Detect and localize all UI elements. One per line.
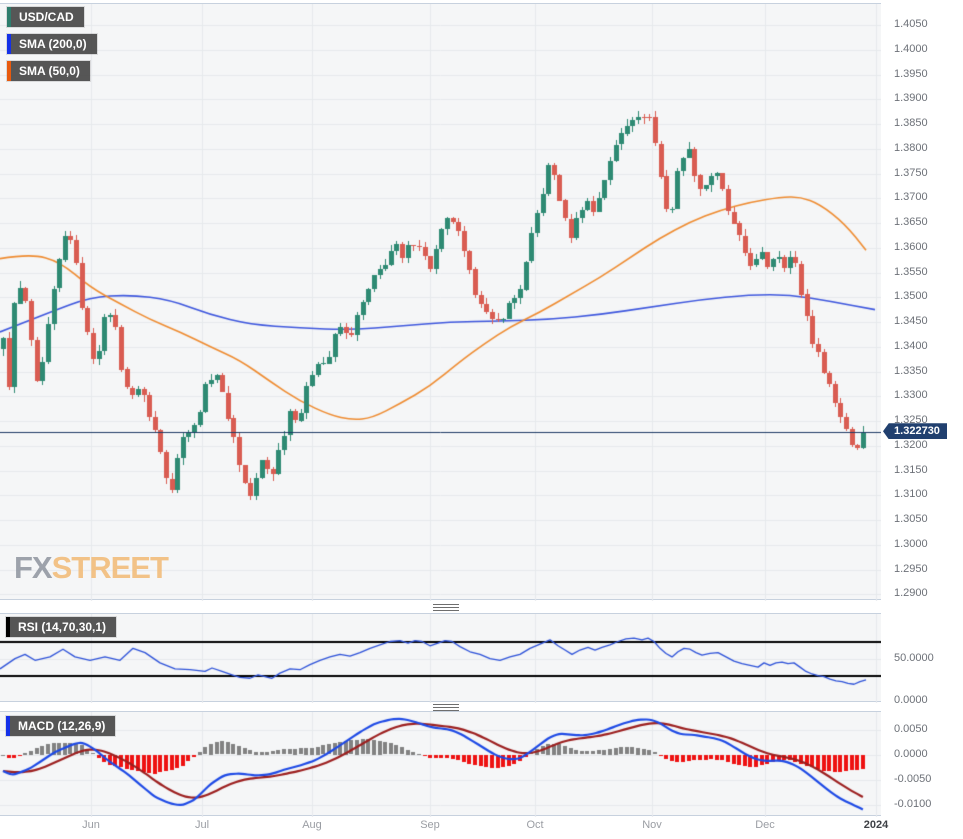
fxstreet-watermark: FXSTREET — [14, 550, 169, 585]
legend-sma50[interactable]: SMA (50,0) — [7, 61, 90, 81]
y-axis-label: 1.3750 — [894, 166, 928, 179]
macd-pane[interactable] — [0, 711, 881, 817]
price-pane[interactable] — [0, 3, 881, 601]
sma200-label: SMA (200,0) — [19, 37, 87, 51]
rsi-pane[interactable] — [0, 613, 881, 703]
price-axis[interactable]: 1.4050 1.4000 1.3950 1.3900 1.3850 1.3800 1.37… — [881, 0, 963, 839]
rsi-label: RSI (14,70,30,1) — [18, 620, 107, 634]
time-axis-label: Nov — [642, 819, 662, 831]
symbol-color-bar — [7, 7, 11, 27]
y-axis-label: 1.3150 — [894, 463, 928, 476]
rsi-pane-canvas[interactable] — [0, 614, 881, 703]
watermark-fx: FX — [14, 550, 53, 585]
legend-rsi[interactable]: RSI (14,70,30,1) — [6, 617, 117, 637]
time-axis-label: Oct — [526, 819, 544, 831]
rsi-color-bar — [6, 617, 10, 637]
y-axis-label: 1.3600 — [894, 240, 928, 253]
y-axis-label: 1.3950 — [894, 67, 928, 80]
last-price-tag: 1.322730 — [883, 423, 947, 440]
y-axis-label: 1.2950 — [894, 562, 928, 575]
y-axis-label: 1.3000 — [894, 537, 928, 550]
y-axis-label: 1.3850 — [894, 117, 928, 129]
y-axis-label: 1.3350 — [894, 364, 928, 377]
y-axis-label: 50.0000 — [894, 651, 934, 664]
symbol-label: USD/CAD — [19, 10, 74, 24]
y-axis-label: 1.3500 — [894, 290, 928, 303]
y-axis-label: 1.4050 — [894, 18, 928, 30]
y-axis-label: 1.3100 — [894, 488, 928, 501]
sma50-color-bar — [7, 61, 11, 81]
y-axis-label: 1.3800 — [894, 141, 928, 154]
y-axis-label: 1.3300 — [894, 389, 928, 402]
y-axis-label: 1.2900 — [894, 587, 928, 600]
y-axis-label: 1.3400 — [894, 339, 928, 352]
y-axis-label: 1.4000 — [894, 42, 928, 55]
y-axis-label: 1.3200 — [894, 438, 928, 451]
legend-symbol[interactable]: USD/CAD — [7, 7, 84, 27]
sma50-label: SMA (50,0) — [19, 64, 80, 78]
y-axis-label: 1.3900 — [894, 92, 928, 105]
y-axis-label: 1.3450 — [894, 315, 928, 327]
time-axis-label: Sep — [420, 819, 440, 831]
macd-label: MACD (12,26,9) — [18, 719, 106, 733]
y-axis-label: -0.0100 — [894, 797, 932, 810]
pane-resize-handle-macd[interactable] — [433, 704, 459, 712]
y-axis-label: 1.3250 — [894, 414, 928, 426]
y-axis-label: -0.0050 — [894, 772, 932, 785]
y-axis-label: 1.3550 — [894, 265, 928, 278]
legend-sma200[interactable]: SMA (200,0) — [7, 34, 97, 54]
time-axis-label: Aug — [302, 819, 322, 831]
watermark-street: STREET — [51, 550, 169, 585]
pane-resize-handle-rsi[interactable] — [433, 604, 459, 612]
sma200-color-bar — [7, 34, 11, 54]
time-axis-label: Jun — [82, 819, 100, 831]
y-axis-label: 0.0000 — [894, 747, 928, 760]
y-axis-label: 1.3650 — [894, 216, 928, 228]
legend-macd[interactable]: MACD (12,26,9) — [6, 716, 116, 736]
y-axis-label: 0.0050 — [894, 722, 928, 735]
time-axis-label: 2024 — [863, 819, 889, 831]
y-axis-label: 1.3050 — [894, 513, 928, 525]
macd-pane-canvas[interactable] — [0, 712, 881, 817]
y-axis-label: 1.3700 — [894, 191, 928, 204]
y-axis-label: 0.0000 — [894, 694, 928, 707]
time-axis-label: Jul — [194, 819, 210, 831]
time-axis-label: Dec — [755, 819, 775, 831]
price-pane-canvas[interactable] — [0, 4, 881, 601]
macd-color-bar — [6, 716, 10, 736]
